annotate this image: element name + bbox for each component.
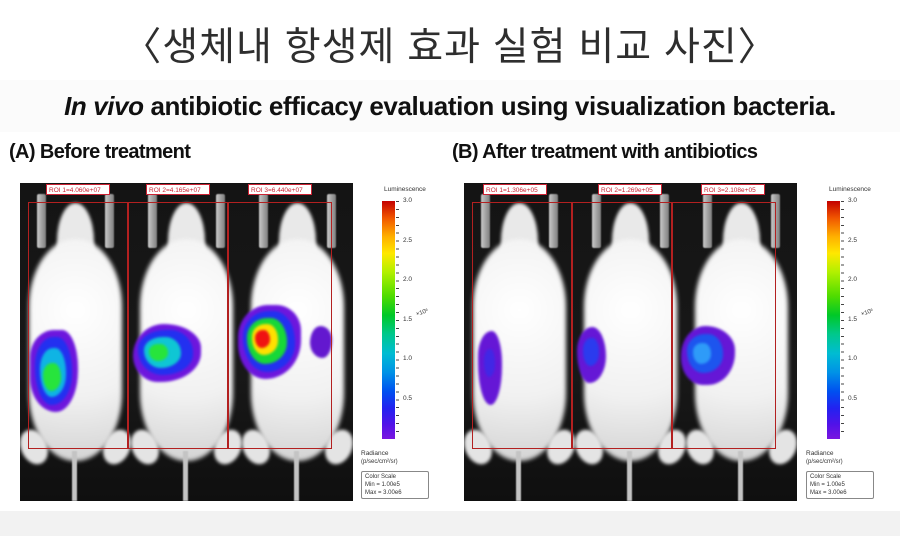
photo-before-treatment: ROI 1=4.060e+07 ROI 2=4.165e+07 ROI 3=6.… — [20, 183, 353, 501]
panel-a-label: (A) Before treatment — [9, 141, 191, 163]
colorbar-tick-label: 0.5 — [848, 395, 858, 402]
color-scale-min: Min = 1.00e5 — [365, 482, 400, 488]
colorbar-gradient — [382, 201, 395, 439]
colorbar-tick-marks — [396, 201, 399, 439]
roi-value-label: ROI 2=1.269e+05 — [598, 184, 662, 195]
colorbar-after: Luminescence 3.0 2.5 2.0 1.5 1.0 0.5 ×10… — [803, 183, 893, 503]
mouse-tail — [738, 451, 743, 501]
luminescence-blob — [30, 330, 78, 412]
bottom-strip — [0, 511, 900, 536]
blob-layer-red — [255, 330, 270, 348]
luminescence-blob — [681, 326, 735, 385]
colorbar-tick-label: 1.0 — [403, 355, 413, 362]
colorbar-tick-label: 1.5 — [403, 316, 413, 323]
page-title: 〈생체내 항생제 효과 실험 비교 사진〉 — [122, 26, 778, 69]
subtitle-italic-part: In vivo — [64, 90, 144, 121]
roi-box-1 — [472, 202, 572, 449]
panel-b-label: (B) After treatment with antibiotics — [452, 141, 758, 163]
nose-cone — [549, 194, 558, 248]
colorbar-tick-label: 2.5 — [848, 237, 858, 244]
colorbar-tick-label: 2.0 — [848, 276, 858, 283]
blob-layer-light-blue — [692, 342, 712, 364]
colorbar-tick-label: 3.0 — [848, 197, 858, 204]
roi-value-label: ROI 1=1.306e+05 — [483, 184, 547, 195]
luminescence-blob — [577, 327, 606, 383]
blob-layer-blue — [484, 348, 496, 377]
mouse-tail — [627, 451, 632, 501]
nose-cone — [481, 194, 490, 248]
luminescence-blob-small — [310, 326, 332, 358]
color-scale-line: Color Scale — [365, 474, 397, 480]
colorbar-tick-label: 3.0 — [403, 197, 413, 204]
color-scale-line: Color Scale — [810, 474, 842, 480]
blob-layer-blue — [582, 338, 600, 367]
roi-value-label: ROI 3=6.440e+07 — [248, 184, 312, 195]
radiance-label: Radiance — [806, 450, 834, 457]
luminescence-blob — [133, 324, 201, 382]
luminescence-blob — [238, 305, 301, 379]
mouse-tail — [294, 451, 299, 501]
roi-box-3 — [228, 202, 332, 449]
radiance-units: (p/sec/cm²/sr) — [806, 459, 843, 465]
blob-layer-green — [43, 362, 61, 391]
roi-value-label: ROI 1=4.060e+07 — [46, 184, 110, 195]
mouse-figure — [464, 183, 581, 501]
radiance-label: Radiance — [361, 450, 389, 457]
subtitle-rest-part: antibiotic efficacy evaluation using vis… — [143, 90, 836, 121]
photo-after-treatment: ROI 1=1.306e+05 ROI 2=1.269e+05 ROI 3=2.… — [464, 183, 797, 501]
nose-cone — [37, 194, 46, 248]
colorbar-tick-label: 0.5 — [403, 395, 413, 402]
nose-cone — [703, 194, 712, 248]
colorbar-gradient — [827, 201, 840, 439]
colorbar-tick-label: 1.5 — [848, 316, 858, 323]
roi-box-1 — [28, 202, 128, 449]
colorbar-title: Luminescence — [829, 186, 871, 193]
nose-cone — [660, 194, 669, 248]
nose-cone — [105, 194, 114, 248]
nose-cone — [216, 194, 225, 248]
radiance-units: (p/sec/cm²/sr) — [361, 459, 398, 465]
roi-value-label: ROI 3=2.108e+05 — [701, 184, 765, 195]
colorbar-before: Luminescence 3.0 2.5 2.0 1.5 1.0 0.5 ×10… — [358, 183, 448, 503]
blob-layer-green — [149, 343, 169, 362]
subtitle: In vivo antibiotic efficacy evaluation u… — [0, 80, 900, 132]
color-scale-max: Max = 3.00e6 — [810, 490, 847, 496]
mouse-tail — [183, 451, 188, 501]
roi-box-3 — [672, 202, 776, 449]
blob-layer-purple — [310, 326, 332, 358]
nose-cone — [592, 194, 601, 248]
roi-box-2 — [128, 202, 228, 449]
nose-cone — [148, 194, 157, 248]
color-scale-box: Color Scale Min = 1.00e5 Max = 3.00e6 — [361, 471, 429, 499]
colorbar-tick-label: 2.5 — [403, 237, 413, 244]
colorbar-tick-label: 2.0 — [403, 276, 413, 283]
colorbar-multiplier: ×10⁶ — [415, 308, 430, 318]
color-scale-min: Min = 1.00e5 — [810, 482, 845, 488]
luminescence-blob — [478, 331, 502, 405]
colorbar-tick-marks — [841, 201, 844, 439]
colorbar-multiplier: ×10⁶ — [860, 308, 875, 318]
roi-box-2 — [572, 202, 672, 449]
nose-cone — [259, 194, 268, 248]
colorbar-title: Luminescence — [384, 186, 426, 193]
color-scale-max: Max = 3.00e6 — [365, 490, 402, 496]
mouse-tail — [516, 451, 521, 501]
roi-value-label: ROI 2=4.165e+07 — [146, 184, 210, 195]
mouse-tail — [72, 451, 77, 501]
colorbar-tick-label: 1.0 — [848, 355, 858, 362]
color-scale-box: Color Scale Min = 1.00e5 Max = 3.00e6 — [806, 471, 874, 499]
